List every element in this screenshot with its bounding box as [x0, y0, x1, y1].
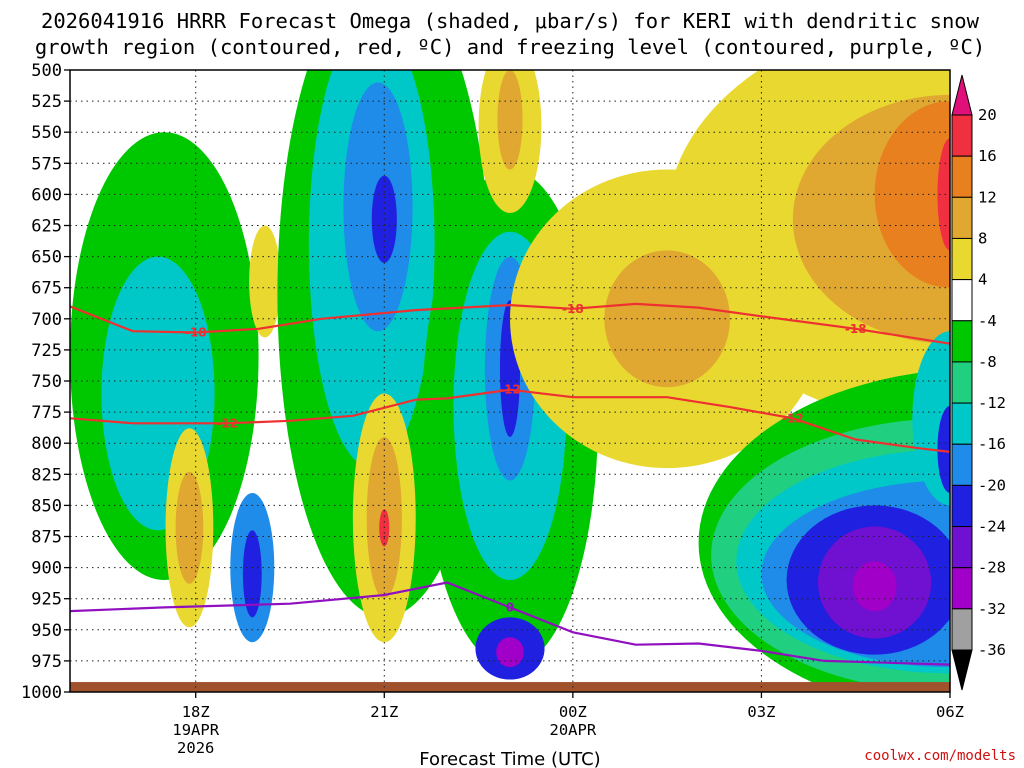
colorbar-over-arrow	[951, 74, 973, 116]
colorbar-label: 12	[978, 188, 997, 206]
y-tick-label: 875	[31, 528, 62, 548]
colorbar-label: -20	[978, 476, 1006, 494]
x-tick-sublabel: 2026	[177, 739, 214, 757]
colorbar-label: 4	[978, 271, 987, 289]
plot-area: -18 -18 -18 -12 -12 -12 0	[70, 70, 950, 692]
colorbar-label: -36	[978, 641, 1006, 659]
colorbar-band	[951, 237, 973, 281]
x-tick-sublabel: 20APR	[550, 721, 597, 739]
contour-label: -12	[216, 416, 238, 430]
contour-label: -18	[185, 325, 207, 339]
contour-label: -12	[499, 383, 521, 397]
colorbar-label: -12	[978, 394, 1006, 412]
colorbar-label: -32	[978, 600, 1006, 618]
axes: 500 525 550 575 600 625 650 675 700 725 750 775 800 8…	[21, 61, 964, 757]
x-tick-label: 06Z	[936, 703, 964, 721]
omega-yellow-pocket-1930z	[249, 225, 281, 338]
chart-title-line-1: 2026041916 HRRR Forecast Omega (shaded, …	[41, 9, 980, 33]
colorbar-label: -4	[978, 312, 997, 330]
y-tick-label: 650	[31, 248, 62, 268]
colorbar-label: -8	[978, 353, 997, 371]
contour-label: 0	[506, 600, 514, 614]
y-tick-label: 675	[31, 279, 62, 299]
x-axis-title: Forecast Time (UTC)	[419, 749, 600, 768]
omega-orange-mid	[604, 250, 731, 388]
x-tick-label: 03Z	[747, 703, 775, 721]
plot-inner: -18 -18 -18 -12 -12 -12 0	[70, 70, 950, 692]
y-tick-label: 625	[31, 217, 62, 237]
source-credit[interactable]: coolwx.com/modelts	[864, 748, 1016, 764]
y-tick-label: 775	[31, 403, 62, 423]
colorbar-band	[951, 361, 973, 404]
x-tick-label: 00Z	[559, 703, 587, 721]
y-tick-label: 950	[31, 621, 62, 641]
terrain-strip	[70, 682, 950, 692]
omega-red-core-0530z	[937, 138, 950, 251]
colorbar-band	[951, 402, 973, 445]
dgz-minus12-line	[70, 388, 950, 454]
omega-orange-tongue-2230z	[497, 70, 523, 170]
contour-label: -18	[845, 322, 867, 336]
dgz-minus18-line	[70, 302, 950, 345]
x-tick-sublabel: 19APR	[172, 721, 219, 739]
colorbar-label: 16	[978, 147, 997, 165]
colorbar-band	[951, 279, 973, 322]
omega-orange-pocket-18z	[175, 471, 204, 584]
contour-label: -12	[782, 411, 804, 425]
colorbar-label: 20	[978, 106, 997, 124]
colorbar-band	[951, 608, 973, 651]
colorbar-under-arrow	[951, 649, 973, 691]
y-tick-label: 825	[31, 465, 62, 485]
omega-blue-core-1930z	[242, 530, 262, 618]
y-tick-label: 750	[31, 372, 62, 392]
colorbar-band	[951, 526, 973, 569]
y-tick-label: 1000	[21, 683, 62, 703]
x-tick-label: 21Z	[370, 703, 398, 721]
y-tick-label: 700	[31, 310, 62, 330]
colorbar-label: -16	[978, 435, 1006, 453]
colorbar-band	[951, 443, 973, 486]
colorbar-label: -24	[978, 518, 1006, 536]
chart-title-line-2: growth region (contoured, red, ºC) and f…	[35, 35, 985, 59]
contour-label: -18	[562, 302, 584, 316]
y-tick-label: 800	[31, 434, 62, 454]
omega-navy-spike-06z	[937, 405, 950, 493]
omega-magenta-low-0430z	[852, 561, 897, 612]
y-tick-label: 525	[31, 92, 62, 112]
y-tick-label: 550	[31, 123, 62, 143]
colorbar-band	[951, 114, 973, 157]
y-tick-label: 975	[31, 652, 62, 672]
colorbar-band	[951, 320, 973, 363]
y-tick-label: 575	[31, 154, 62, 174]
colorbar-band	[951, 196, 973, 239]
colorbar-label: -28	[978, 559, 1006, 577]
omega-violet-low-2230z	[496, 637, 524, 668]
colorbar-label: 8	[978, 229, 987, 247]
y-tick-label: 500	[31, 61, 62, 81]
y-tick-label: 600	[31, 185, 62, 205]
x-tick-label: 18Z	[182, 703, 210, 721]
y-tick-label: 900	[31, 559, 62, 579]
freezing-level-line	[70, 581, 950, 666]
y-tick-label: 725	[31, 341, 62, 361]
y-tick-label: 850	[31, 496, 62, 516]
y-tick-label: 925	[31, 590, 62, 610]
colorbar-band	[951, 484, 973, 528]
colorbar-band	[951, 567, 973, 610]
colorbar-band	[951, 155, 973, 198]
colorbar: 20 16 12 8 4 -4 -8 -12 -16 -20 -24 -28 -32 -36	[951, 74, 1006, 691]
